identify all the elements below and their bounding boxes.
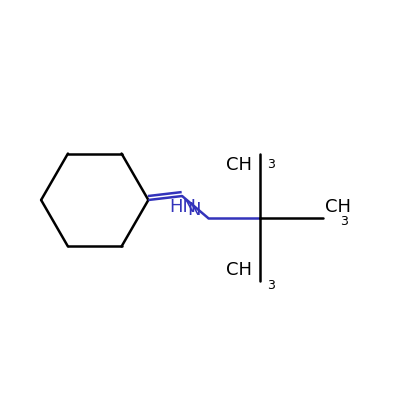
Text: HN: HN <box>169 198 196 216</box>
Text: 3: 3 <box>340 215 348 228</box>
Text: 3: 3 <box>268 158 276 171</box>
Text: CH: CH <box>226 156 252 174</box>
Text: CH: CH <box>325 198 351 216</box>
Text: N: N <box>187 201 200 219</box>
Text: CH: CH <box>226 262 252 280</box>
Text: 3: 3 <box>268 278 276 292</box>
